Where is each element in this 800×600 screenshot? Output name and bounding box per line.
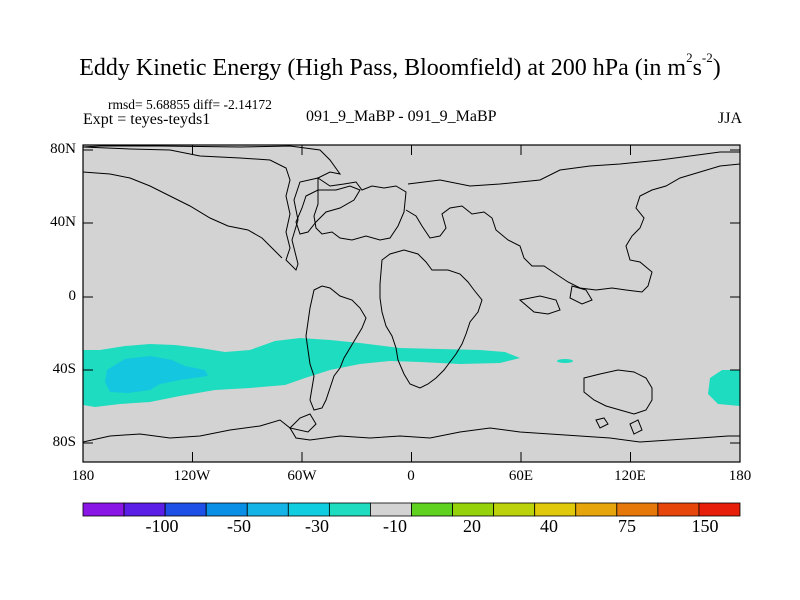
experiment-label: Expt = teyes-teyds1 [83,111,211,128]
colorbar-box [534,502,577,517]
colorbar-box [246,502,289,517]
colorbar [82,502,741,517]
difference-patch-east-pacific [708,370,740,406]
x-label-120w: 120W [173,468,211,484]
colorbar-box [698,502,741,517]
rmsd-diff-stats: rmsd= 5.68855 diff= -2.14172 [108,97,272,112]
x-label-60e: 60E [508,468,534,484]
x-label-0: 0 [407,468,415,484]
colorbar-box [657,502,700,517]
y-label-40s: 40S [52,361,76,377]
colorbar-label-8: 150 [691,516,719,536]
colorbar-box [205,502,248,517]
colorbar-box [370,502,412,517]
x-label-120e: 120E [614,468,646,484]
season-label: JJA [717,110,742,127]
difference-band-light [83,338,520,407]
colorbar-label-4: -10 [383,516,407,536]
colorbar-label-5: 20 [463,516,481,536]
difference-band-dark [105,356,208,393]
plot-title: Eddy Kinetic Energy (High Pass, Bloomfie… [79,50,721,81]
colorbar-box [493,502,536,517]
colorbar-box [452,502,495,517]
coastlines [82,145,741,443]
colorbar-label-2: -50 [227,516,251,536]
colorbar-box [123,502,166,517]
x-label-180w: 180 [71,468,95,484]
x-label-180e: 180 [728,468,752,484]
colorbar-box [164,502,207,517]
colorbar-box [82,502,125,517]
colorbar-box [616,502,659,517]
map-background [83,145,740,462]
colorbar-box [328,502,371,517]
case-label: 091_9_MaBP - 091_9_MaBP [306,108,497,125]
y-label-80s: 80S [52,434,76,450]
difference-patch-indian-ocean [557,359,573,363]
colorbar-box [411,502,453,517]
y-axis-ticks [83,149,740,444]
colorbar-label-3: -30 [305,516,329,536]
colorbar-box [287,502,330,517]
y-label-80n: 80N [50,141,76,157]
colorbar-label-6: 40 [540,516,558,536]
colorbar-label-7: 75 [618,516,636,536]
y-label-40n: 40N [50,214,76,230]
colorbar-label-1: -100 [145,516,179,536]
y-label-eq: 0 [68,288,77,304]
x-label-60w: 60W [287,468,317,484]
colorbar-box [575,502,618,517]
x-axis-ticks [82,145,741,462]
